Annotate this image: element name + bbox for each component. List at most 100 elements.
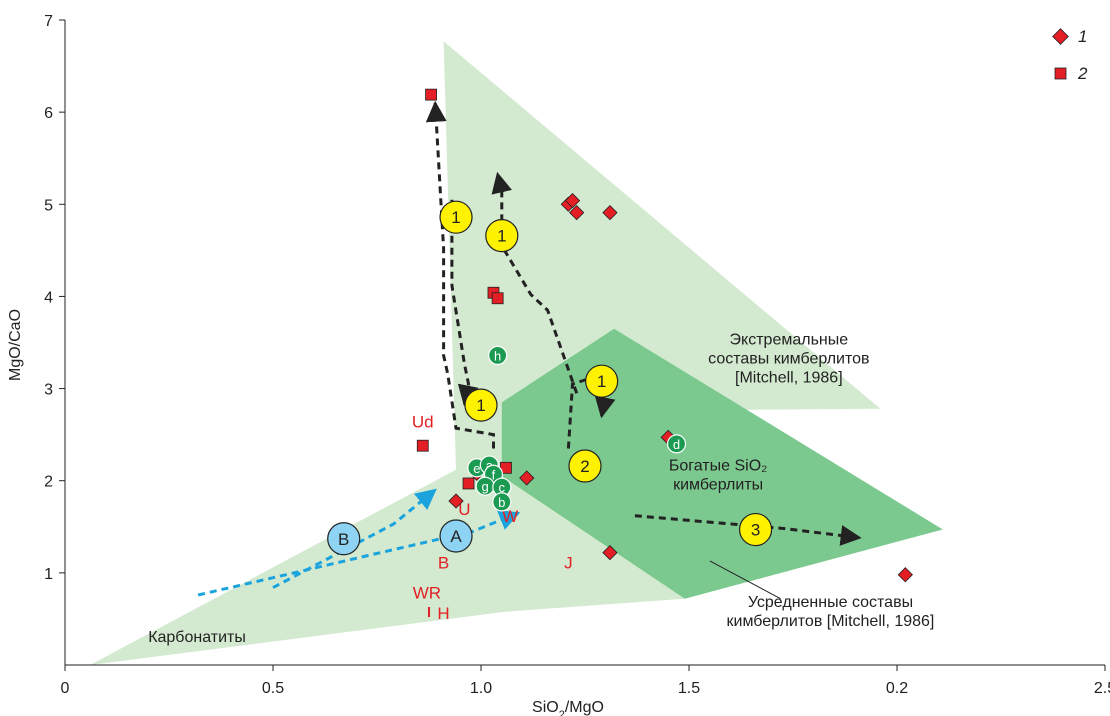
sample-label-ud: Ud [412, 412, 434, 431]
legend-item-square: 2 [1054, 64, 1088, 83]
green-circle-label: e [473, 461, 480, 476]
green-sample-circles: hde afg cb [467, 345, 687, 512]
green-circle-b: b [492, 492, 512, 512]
trend-circle-shape [439, 200, 473, 234]
trend-circle-1: 1 [464, 388, 498, 422]
diamond-point [519, 470, 535, 486]
black-trend-arrow [634, 514, 862, 546]
field-label-line: [Mitchell, 1986] [735, 369, 843, 386]
field-label-line: Экстремальные [730, 331, 849, 348]
trend-circle-label: 1 [497, 227, 506, 246]
y-ticks: 1 2 3 4 5 6 7 [44, 13, 65, 583]
trend-circles: 1 1 1 1 2 3 B A [327, 200, 773, 556]
green-circle-shape [492, 492, 512, 512]
trend-circle-shape [738, 512, 773, 547]
diamond-point [897, 567, 913, 583]
light-field-polygon [90, 41, 881, 665]
x-tick-label: 0.2 [886, 680, 908, 697]
green-circle-label: f [492, 467, 496, 482]
trend-circle-label: 1 [476, 396, 485, 415]
x-axis-label-tail: /MgO [565, 699, 604, 716]
black-trend-arrow [450, 199, 479, 407]
green-circle-h: h [488, 345, 508, 365]
green-circle-shape [666, 434, 687, 454]
green-circle-label: c [499, 480, 506, 495]
x-tick-label: 0 [61, 680, 70, 697]
sample-labels: Ud U W B J WRH [412, 412, 573, 623]
x-tick-label: 2.5 [1094, 680, 1110, 697]
x-ticks: 0 0.5 1.0 1.5 0.2 2.5 [61, 665, 1110, 697]
green-circle-g: g [475, 476, 495, 496]
square-point [491, 292, 504, 305]
field-label-line: кимберлиты [673, 477, 763, 494]
green-circle-c: c [492, 477, 512, 497]
y-axis-label: MgO/CaO [7, 309, 24, 381]
black-trend-arrow [491, 171, 579, 394]
y-tick-label: 6 [44, 105, 53, 122]
legend: 1 2 [1052, 27, 1088, 83]
y-tick-label: 4 [44, 289, 53, 306]
field-label-line: Усредненные составы [748, 594, 913, 611]
y-tick-label: 5 [44, 197, 53, 214]
sample-label-j: J [564, 553, 573, 572]
legend-diamond-label: 1 [1078, 27, 1087, 46]
y-tick-label: 2 [44, 474, 53, 491]
y-tick-label: 3 [44, 382, 53, 399]
square-point [416, 439, 429, 452]
field-label: Усредненные составы кимберлитов [Mitchell… [727, 594, 935, 630]
sample-label-h: H [437, 604, 449, 623]
x-axis-label-subscript: 2 [559, 709, 565, 716]
field-label-line: составы кимберлитов [708, 350, 869, 367]
x-axis-label-main: SiO [532, 699, 559, 716]
diamond-point [602, 204, 618, 221]
trend-circle-shape [485, 219, 519, 253]
axes [64, 20, 1105, 666]
trend-circle-label: 2 [580, 457, 589, 476]
trend-circle-label: A [450, 527, 462, 546]
field-label-line: Карбонатиты [148, 629, 246, 646]
x-tick-label: 1.5 [678, 680, 700, 697]
trend-circle-A: A [439, 519, 473, 553]
green-circle-shape [488, 345, 508, 365]
green-circle-label: g [482, 479, 489, 494]
field-label: Богатые SiO₂ кимберлиты [669, 458, 767, 494]
sample-label-wr: WR [413, 584, 441, 603]
field-label-line: кимберлитов [Mitchell, 1986] [727, 613, 935, 630]
trend-circle-shape [464, 388, 498, 422]
trend-circle-shape [585, 364, 619, 398]
y-tick-label: 7 [44, 13, 53, 30]
black-trend-arrow [425, 100, 495, 449]
trend-circle-2: 2 [568, 449, 602, 483]
diamond-point [448, 493, 464, 509]
blue-trend-arrow [272, 488, 437, 589]
legend-square-label: 2 [1077, 64, 1088, 83]
x-axis-label: SiO2/MgO [532, 699, 604, 716]
diamond-point [602, 544, 618, 561]
square-point [425, 88, 437, 101]
trend-circle-1: 1 [485, 219, 519, 253]
blue-trend-arrow [197, 510, 521, 597]
trend-circle-label: 1 [597, 372, 606, 391]
x-tick-label: 0.5 [262, 680, 284, 697]
sample-label-w: W [502, 507, 518, 526]
green-circle-d: d [666, 434, 687, 454]
diamond-point [569, 204, 585, 221]
trend-circle-shape [439, 519, 473, 553]
legend-square-marker [1054, 67, 1067, 80]
diamond-point [564, 192, 581, 209]
trend-circle-label: 1 [451, 208, 460, 227]
trend-circle-1: 1 [585, 364, 619, 398]
field-label: Карбонатиты [148, 629, 246, 646]
trend-circle-shape [327, 522, 361, 556]
green-circle-label: b [498, 495, 505, 510]
legend-diamond-marker [1052, 28, 1069, 45]
field-labels: Экстремальные составы кимберлитов [Mitchel… [148, 331, 934, 646]
sample-label-b: B [438, 553, 449, 572]
trend-circle-label: 3 [751, 521, 760, 540]
sample-label-u: U [458, 500, 470, 519]
legend-item-diamond: 1 [1052, 27, 1087, 46]
pointer-line [709, 560, 781, 600]
green-circle-label: d [673, 437, 680, 452]
trend-circle-3: 3 [738, 512, 773, 547]
